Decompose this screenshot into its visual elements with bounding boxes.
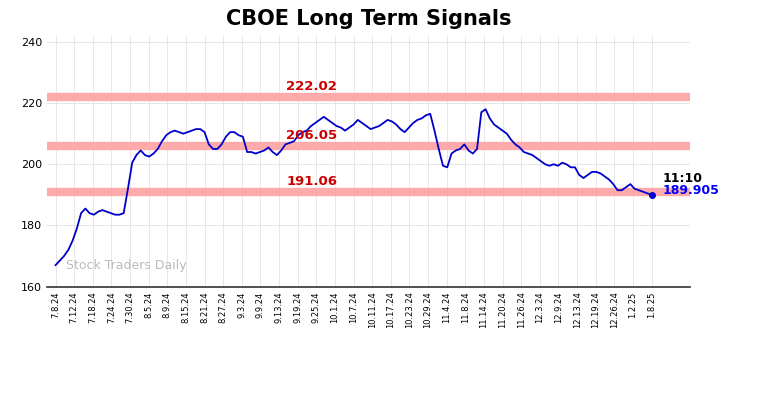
Text: Stock Traders Daily: Stock Traders Daily — [67, 259, 187, 271]
Text: 11:10: 11:10 — [662, 172, 702, 185]
Text: 222.02: 222.02 — [286, 80, 337, 93]
Text: 206.05: 206.05 — [286, 129, 337, 142]
Text: 191.06: 191.06 — [286, 175, 337, 188]
Text: 189.905: 189.905 — [662, 184, 719, 197]
Title: CBOE Long Term Signals: CBOE Long Term Signals — [226, 9, 511, 29]
